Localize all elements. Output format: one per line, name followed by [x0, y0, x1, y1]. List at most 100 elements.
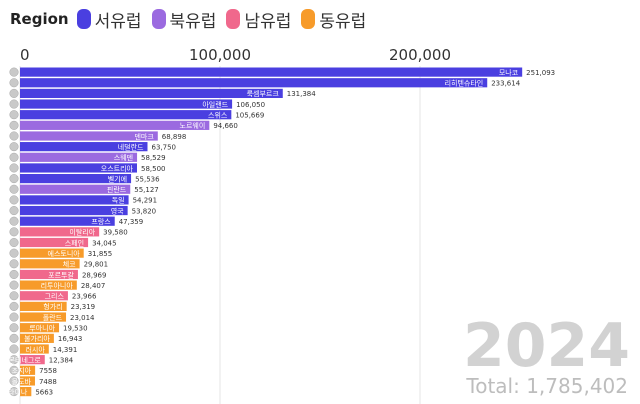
bar-value-label: 106,050 — [236, 101, 265, 109]
flag-icon — [9, 333, 19, 343]
flag-icon — [9, 195, 19, 205]
bar — [20, 355, 45, 365]
legend-label: 북유럽 — [169, 11, 217, 32]
bar — [20, 205, 128, 216]
bar-label: 모나코 — [499, 68, 519, 77]
flag-icon — [9, 312, 19, 322]
bar — [20, 365, 36, 375]
legend-swatch — [151, 9, 166, 29]
bar-value-label: 58,500 — [141, 165, 166, 173]
bar-value-label: 39,580 — [103, 229, 128, 237]
bar-label: 에스토니아 — [48, 249, 81, 258]
flag-icon — [9, 344, 19, 354]
bar — [20, 269, 78, 280]
bar — [20, 387, 32, 397]
flag-icon — [9, 174, 19, 184]
bar-value-label: 29,801 — [84, 261, 109, 269]
bar-label: 이탈리아 — [69, 228, 95, 237]
legend: Region 서유럽 북유럽 남유럽 동유럽 — [10, 6, 376, 32]
bar-label: 핀란드 — [107, 185, 127, 194]
bar-value-label: 55,127 — [134, 186, 159, 194]
flag-icon — [9, 131, 19, 141]
flag-icon — [9, 99, 19, 109]
bar-label: 리투아니아 — [41, 281, 74, 290]
bar — [20, 142, 148, 152]
bar — [20, 216, 115, 226]
flag-icon — [9, 323, 19, 333]
bar-label: 불가리아 — [24, 334, 50, 343]
bar-value-label: 55,536 — [135, 175, 160, 183]
bar-label: 벨기에 — [108, 174, 127, 183]
bar — [20, 333, 54, 343]
bar-label: 오스트리아 — [101, 164, 134, 173]
bar-value-label: 23,966 — [72, 293, 97, 301]
bar-label: 헝가리 — [43, 302, 62, 311]
bar-value-label: 5663 — [35, 388, 53, 396]
bar-value-label: 47,359 — [119, 218, 144, 226]
flag-icon — [9, 280, 19, 290]
bar-label: 루마니아 — [29, 324, 55, 333]
bar-label: 스위스 — [208, 112, 228, 120]
flag-icon — [9, 301, 19, 311]
bar-label: 리히텐슈타인 — [445, 79, 484, 88]
flag-icon — [9, 376, 19, 386]
bar — [20, 131, 158, 141]
legend-item: 서유럽 — [76, 7, 142, 32]
legend-label: 서유럽 — [94, 11, 142, 32]
bar-label: 룩셈부르크 — [247, 89, 280, 98]
flag-icon — [9, 237, 19, 247]
flag-icon — [9, 163, 19, 173]
bar-value-label: 63,750 — [152, 143, 177, 151]
bar — [20, 184, 131, 194]
bar — [20, 67, 523, 77]
flag-icon — [9, 355, 19, 365]
bar-value-label: 94,660 — [213, 122, 238, 130]
bar — [20, 312, 67, 322]
year-label: 2024 — [463, 311, 630, 381]
flag-icon — [9, 152, 19, 162]
bar-label: 아일랜드 — [202, 100, 228, 109]
legend-swatch — [226, 9, 241, 29]
flag-icon — [9, 227, 19, 237]
bar — [20, 152, 138, 162]
bar-label: 체코 — [63, 261, 76, 269]
bar — [20, 259, 80, 269]
bar-label: 노르웨이 — [180, 121, 206, 130]
bar-value-label: 23,319 — [71, 303, 96, 311]
flag-icon — [9, 259, 19, 269]
bar-value-label: 58,529 — [141, 154, 166, 162]
flag-icon — [9, 78, 19, 88]
flag-icon — [9, 248, 19, 258]
bar — [20, 323, 60, 333]
bar-value-label: 233,614 — [491, 80, 520, 88]
flag-icon — [9, 67, 19, 77]
bar-label: 독일 — [112, 196, 125, 205]
bar-label: 폴란드 — [43, 314, 63, 322]
bar — [20, 227, 100, 237]
legend-item: 동유럽 — [301, 7, 366, 32]
bar-label: 러시아 — [25, 345, 45, 354]
flag-icon — [9, 365, 19, 375]
bar-value-label: 68,898 — [162, 133, 187, 141]
bar-label: 조지아 — [12, 366, 32, 375]
bar-value-label: 7558 — [39, 367, 57, 375]
bar — [20, 195, 129, 205]
flag-icon — [9, 88, 19, 98]
flag-icon — [9, 216, 19, 226]
x-tick-label: 100,000 — [189, 46, 251, 64]
bar-label: 스웨덴 — [114, 153, 133, 162]
bar-value-label: 19,530 — [63, 325, 87, 333]
bar — [20, 174, 132, 184]
bar-value-label: 54,291 — [133, 197, 158, 205]
bar-label: 영국 — [111, 206, 124, 215]
bar-label: 그리스 — [45, 292, 65, 301]
bar — [20, 163, 137, 173]
bar-value-label: 31,855 — [88, 250, 113, 258]
bar-value-label: 34,045 — [92, 239, 117, 247]
flag-icon — [9, 206, 19, 216]
bar — [20, 301, 67, 311]
x-tick-label: 200,000 — [389, 46, 451, 64]
flag-icon — [9, 110, 19, 120]
bar-label: 네덜란드 — [118, 142, 144, 151]
bar-value-label: 14,391 — [53, 346, 77, 354]
